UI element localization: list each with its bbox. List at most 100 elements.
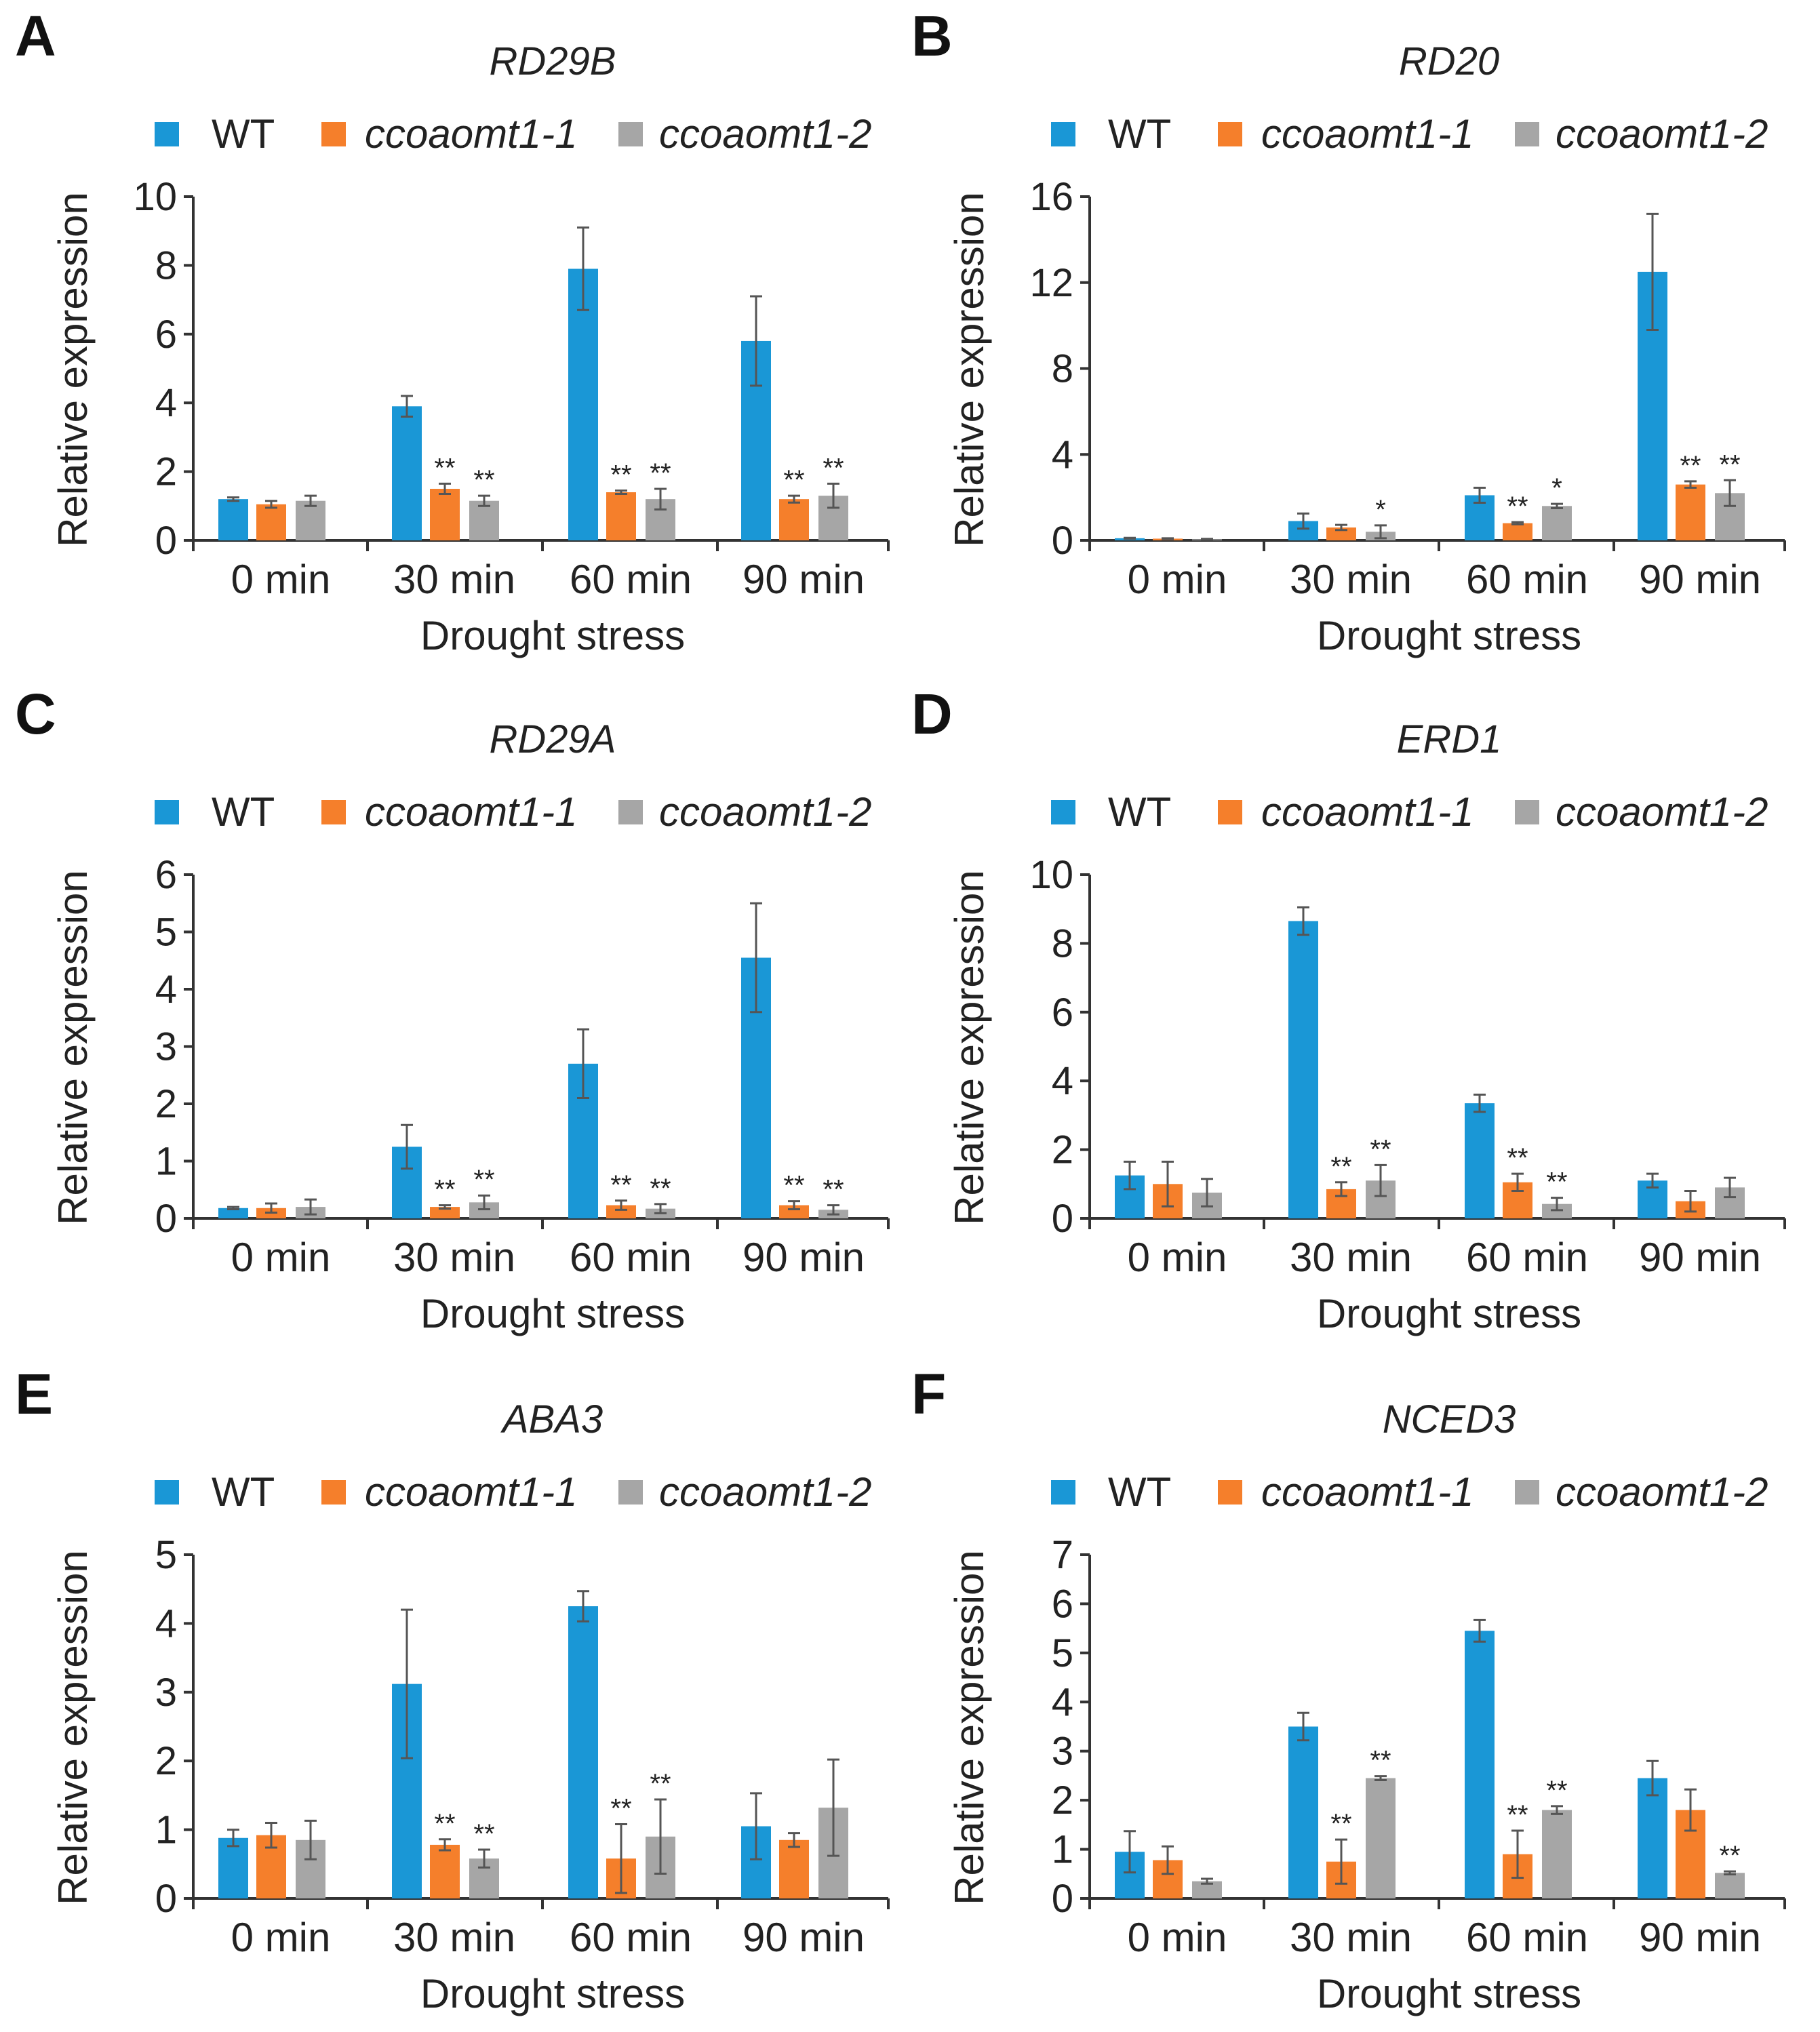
- bar: [256, 504, 286, 540]
- legend-label: ccoaomt1-1: [1261, 789, 1473, 835]
- y-tick-label: 4: [1052, 1680, 1073, 1724]
- legend-swatch: [321, 800, 346, 824]
- significance-mark: **: [1370, 1746, 1391, 1776]
- y-tick-label: 2: [155, 1739, 177, 1783]
- legend-swatch: [618, 800, 643, 824]
- chart-title: NCED3: [1383, 1397, 1516, 1441]
- y-tick-label: 8: [155, 243, 177, 287]
- y-tick-label: 6: [1052, 991, 1073, 1035]
- legend-label: WT: [212, 789, 275, 835]
- bar: [1366, 1778, 1396, 1898]
- bar: [606, 1205, 636, 1218]
- y-tick-label: 10: [133, 175, 177, 219]
- significance-mark: **: [473, 1165, 494, 1195]
- legend-swatch: [321, 122, 346, 146]
- x-tick-label: 30 min: [393, 1235, 515, 1280]
- y-tick-label: 5: [1052, 1631, 1073, 1675]
- bar: [779, 499, 809, 540]
- x-axis-title: Drought stress: [1317, 1291, 1581, 1336]
- bar: [218, 499, 248, 540]
- y-tick-label: 6: [155, 313, 177, 357]
- bar: [568, 1606, 598, 1898]
- legend-label: WT: [212, 1469, 275, 1515]
- significance-mark: **: [1370, 1134, 1391, 1164]
- legend-swatch: [1515, 800, 1539, 824]
- significance-mark: **: [434, 453, 455, 483]
- y-tick-label: 4: [155, 1601, 177, 1646]
- y-tick-label: 12: [1029, 261, 1073, 305]
- y-tick-label: 3: [155, 1025, 177, 1069]
- significance-mark: **: [1680, 451, 1701, 481]
- x-axis-title: Drought stress: [420, 1291, 685, 1336]
- x-tick-label: 60 min: [570, 1235, 692, 1280]
- significance-mark: **: [823, 453, 844, 483]
- x-tick-label: 0 min: [1128, 557, 1227, 602]
- bar: [1503, 523, 1532, 540]
- x-tick-label: 30 min: [1290, 1235, 1412, 1280]
- y-tick-label: 3: [155, 1671, 177, 1715]
- y-tick-label: 2: [155, 450, 177, 494]
- bar: [1326, 527, 1356, 540]
- x-tick-label: 60 min: [1466, 1915, 1588, 1960]
- y-axis-title: Relative expression: [947, 1550, 992, 1905]
- bar: [1288, 921, 1318, 1218]
- y-tick-label: 0: [1052, 519, 1073, 563]
- legend-swatch: [1051, 1480, 1075, 1505]
- significance-mark: **: [1330, 1809, 1351, 1839]
- legend-label: WT: [1108, 111, 1171, 157]
- y-tick-label: 2: [155, 1082, 177, 1126]
- chart-title: RD29B: [490, 39, 616, 83]
- x-tick-label: 0 min: [231, 1235, 331, 1280]
- y-tick-label: 3: [1052, 1730, 1073, 1774]
- bar: [1288, 1726, 1318, 1898]
- significance-mark: **: [473, 1819, 494, 1849]
- y-tick-label: 4: [155, 968, 177, 1012]
- panel-letter: D: [911, 682, 953, 746]
- y-axis-title: Relative expression: [947, 870, 992, 1225]
- legend-label: ccoaomt1-1: [1261, 1469, 1473, 1515]
- y-tick-label: 2: [1052, 1778, 1073, 1822]
- legend-label: ccoaomt1-2: [659, 111, 871, 157]
- significance-mark: **: [473, 465, 494, 495]
- x-tick-label: 90 min: [743, 1915, 865, 1960]
- legend-swatch: [1051, 800, 1075, 824]
- significance-mark: **: [1507, 1143, 1528, 1173]
- chart-title: ERD1: [1397, 717, 1502, 761]
- significance-mark: **: [610, 1793, 631, 1823]
- significance-mark: **: [650, 1769, 671, 1799]
- chart-title: ABA3: [500, 1397, 603, 1441]
- x-tick-label: 60 min: [1466, 557, 1588, 602]
- x-tick-label: 30 min: [393, 557, 515, 602]
- legend-swatch: [1218, 122, 1242, 146]
- x-tick-label: 0 min: [231, 557, 331, 602]
- y-tick-label: 16: [1029, 175, 1073, 219]
- chart-title: RD20: [1399, 39, 1499, 83]
- panel-letter: F: [911, 1362, 946, 1426]
- y-tick-label: 0: [1052, 1877, 1073, 1921]
- legend-swatch: [155, 800, 179, 824]
- bar: [392, 406, 422, 540]
- significance-mark: **: [1546, 1776, 1567, 1806]
- significance-mark: **: [434, 1175, 455, 1205]
- x-tick-label: 90 min: [743, 1235, 865, 1280]
- significance-mark: **: [1719, 1841, 1740, 1871]
- y-tick-label: 1: [1052, 1828, 1073, 1872]
- legend-swatch: [155, 1480, 179, 1505]
- significance-mark: **: [434, 1809, 455, 1839]
- bar: [1676, 484, 1705, 540]
- y-axis-title: Relative expression: [50, 870, 96, 1225]
- y-tick-label: 0: [155, 1877, 177, 1921]
- x-tick-label: 90 min: [743, 557, 865, 602]
- legend-swatch: [1515, 1480, 1539, 1505]
- x-tick-label: 0 min: [231, 1915, 331, 1960]
- significance-mark: **: [1546, 1168, 1567, 1197]
- significance-mark: **: [1507, 1800, 1528, 1830]
- chart-panel-b: B RD20 WT ccoaomt1-1 ccoaomt1-2 0 4 8 12 16 0 min 3…: [911, 4, 1786, 658]
- legend-label: WT: [212, 111, 275, 157]
- x-tick-label: 90 min: [1639, 1235, 1761, 1280]
- x-axis-title: Drought stress: [1317, 1971, 1581, 2016]
- x-tick-label: 30 min: [1290, 1915, 1412, 1960]
- bar: [1638, 1778, 1667, 1898]
